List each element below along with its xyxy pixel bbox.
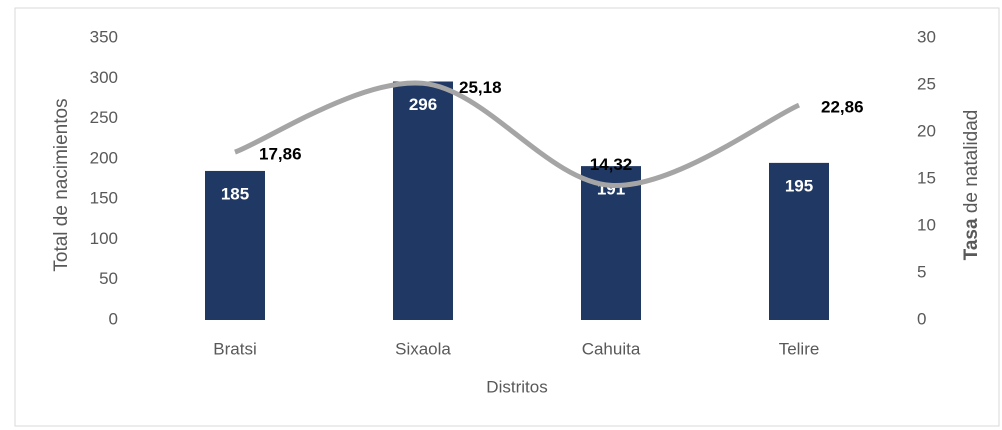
y2-tick-label: 25 [917,74,936,93]
y-tick-label: 250 [90,108,118,127]
bar [393,81,453,320]
y2-tick-label: 15 [917,168,936,187]
y2-tick-label: 0 [917,309,926,328]
chart-border [14,7,1000,427]
line-value-label: 17,86 [259,145,302,164]
bar-value-label: 185 [221,184,249,203]
y-tick-label: 150 [90,189,118,208]
y-axis-label: Total de nacimientos [51,98,72,271]
x-tick-label: Bratsi [213,339,256,358]
bar [581,166,641,320]
y-tick-label: 350 [90,27,118,46]
line [234,80,800,188]
bar [769,162,829,320]
y-tick-label: 300 [90,68,118,87]
x-axis-label: Distritos [486,377,547,396]
y-tick-label: 50 [99,269,118,288]
bar-value-label: 195 [785,176,813,195]
y-tick-label: 200 [90,148,118,167]
x-tick-label: Sixaola [395,339,451,358]
x-tick-label: Telire [779,339,820,358]
y-tick-label: 0 [109,309,118,328]
y2-tick-label: 5 [917,262,926,281]
bar [205,170,265,320]
line-value-label: 25,18 [459,78,502,97]
y-tick-label: 100 [90,229,118,248]
y2-tick-label: 30 [917,27,936,46]
x-tick-label: Cahuita [582,339,641,358]
y2-tick-label: 20 [917,121,936,140]
y2-tick-label: 10 [917,215,936,234]
line-value-label: 14,32 [590,155,633,174]
line-value-label: 22,86 [821,98,864,117]
bar-value-label: 296 [409,95,437,114]
y2-axis-label: Tasa de natalidad [961,110,982,261]
